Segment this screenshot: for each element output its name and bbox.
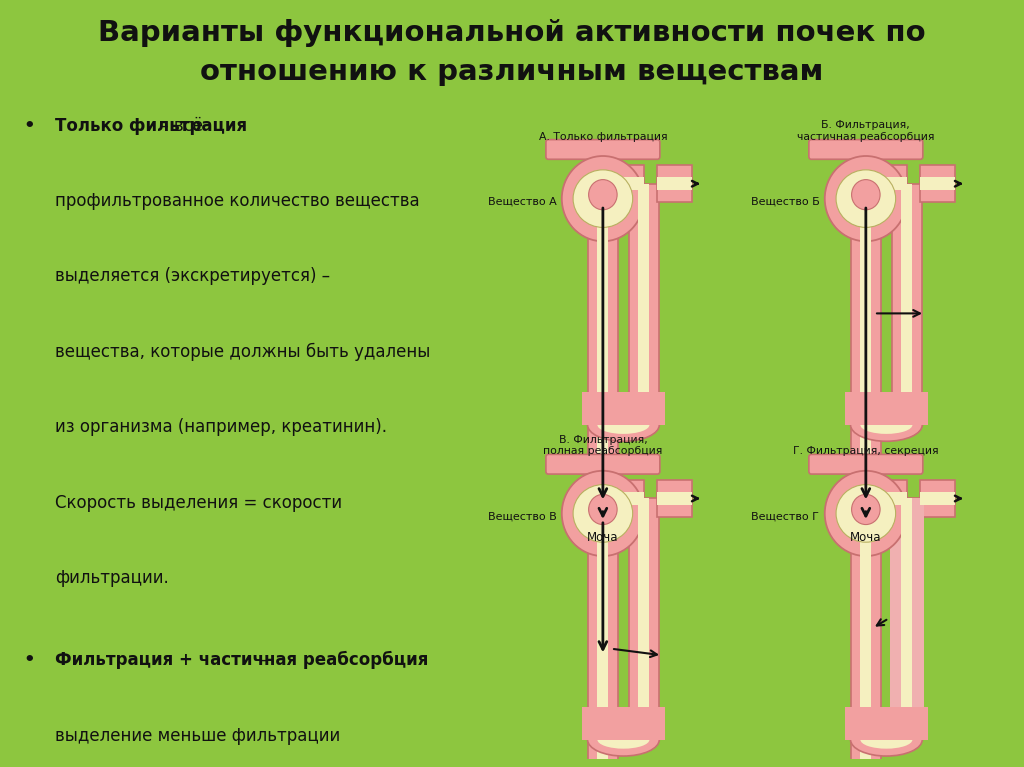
Bar — [588, 184, 618, 425]
Bar — [866, 492, 907, 505]
Text: В. Фильтрация,
полная реабсорбция: В. Фильтрация, полная реабсорбция — [543, 435, 663, 456]
Bar — [851, 739, 882, 767]
Bar — [588, 392, 659, 425]
Bar — [588, 707, 659, 739]
Bar — [851, 184, 882, 425]
Ellipse shape — [836, 170, 896, 227]
Text: Вещество В: Вещество В — [487, 512, 556, 522]
Bar — [603, 166, 644, 202]
Bar — [588, 739, 618, 767]
Ellipse shape — [851, 723, 923, 756]
Bar — [866, 480, 907, 517]
FancyBboxPatch shape — [546, 454, 659, 474]
Bar — [851, 392, 923, 425]
Bar — [639, 499, 649, 710]
Text: Моча: Моча — [850, 531, 882, 544]
Ellipse shape — [852, 495, 880, 525]
Text: выделение меньше фильтрации: выделение меньше фильтрации — [55, 726, 341, 745]
Ellipse shape — [588, 723, 659, 756]
Text: Вещество Г: Вещество Г — [752, 512, 819, 522]
Text: Фильтрация + частичная реабсорбция: Фильтрация + частичная реабсорбция — [55, 651, 429, 670]
Ellipse shape — [589, 179, 617, 210]
Bar — [901, 184, 912, 395]
Bar — [603, 480, 644, 517]
Bar — [851, 707, 923, 739]
Bar — [860, 739, 871, 767]
Bar — [892, 184, 923, 395]
Ellipse shape — [852, 179, 880, 210]
Ellipse shape — [597, 731, 649, 749]
FancyBboxPatch shape — [546, 140, 659, 160]
Bar — [597, 499, 608, 739]
Bar — [582, 707, 665, 739]
Bar — [656, 480, 692, 517]
Bar — [656, 177, 692, 190]
Bar — [845, 392, 928, 425]
Text: Вещество Б: Вещество Б — [751, 197, 819, 207]
Bar — [851, 499, 882, 739]
Text: выделяется (экскретируется) –: выделяется (экскретируется) – — [55, 268, 331, 285]
Bar — [920, 166, 955, 202]
Bar — [901, 499, 912, 710]
Text: из организма (например, креатинин).: из организма (например, креатинин). — [55, 418, 387, 436]
Bar — [860, 425, 871, 510]
Bar — [656, 492, 692, 505]
Bar — [588, 425, 618, 510]
Text: профильтрованное количество вещества: профильтрованное количество вещества — [55, 192, 420, 210]
Text: –: – — [254, 651, 268, 669]
Bar — [866, 166, 907, 202]
Bar — [860, 184, 871, 425]
Text: Вещество А: Вещество А — [487, 197, 556, 207]
Text: Только фильтрация: Только фильтрация — [55, 117, 248, 135]
Ellipse shape — [588, 409, 659, 441]
Ellipse shape — [851, 409, 923, 441]
Ellipse shape — [562, 156, 644, 242]
Bar — [851, 425, 882, 510]
Text: Г. Фильтрация, секреция: Г. Фильтрация, секреция — [793, 446, 939, 456]
Bar — [629, 184, 659, 395]
Ellipse shape — [860, 416, 912, 434]
Text: •: • — [24, 651, 36, 669]
Bar — [890, 499, 924, 739]
Bar — [597, 739, 608, 767]
FancyBboxPatch shape — [809, 454, 923, 474]
Text: А. Только фильтрация: А. Только фильтрация — [539, 132, 668, 142]
Bar — [639, 184, 649, 395]
Text: отношению к различным веществам: отношению к различным веществам — [201, 58, 823, 86]
Text: Варианты функциональной активности почек по: Варианты функциональной активности почек… — [98, 19, 926, 48]
Ellipse shape — [824, 156, 907, 242]
Bar — [597, 184, 608, 425]
Text: вещества, которые должны быть удалены: вещества, которые должны быть удалены — [55, 343, 431, 361]
Ellipse shape — [562, 471, 644, 556]
Bar — [860, 499, 871, 739]
Text: Моча: Моча — [587, 531, 618, 544]
Bar — [597, 425, 608, 510]
Text: – всё: – всё — [155, 117, 203, 135]
Text: фильтрации.: фильтрации. — [55, 569, 169, 588]
Bar — [603, 492, 644, 505]
Ellipse shape — [597, 416, 649, 434]
Text: Скорость выделения = скорости: Скорость выделения = скорости — [55, 494, 342, 512]
FancyBboxPatch shape — [809, 140, 923, 160]
Ellipse shape — [573, 485, 633, 542]
Ellipse shape — [589, 495, 617, 525]
Bar — [656, 166, 692, 202]
Ellipse shape — [860, 731, 912, 749]
Bar — [920, 177, 955, 190]
Bar — [588, 499, 618, 739]
Bar — [920, 492, 955, 505]
Ellipse shape — [836, 485, 896, 542]
Bar — [845, 707, 928, 739]
Ellipse shape — [824, 471, 907, 556]
Bar — [603, 177, 644, 190]
Bar — [582, 392, 665, 425]
Bar — [866, 177, 907, 190]
Text: •: • — [24, 117, 36, 135]
Bar — [629, 499, 659, 710]
Ellipse shape — [573, 170, 633, 227]
Bar — [920, 480, 955, 517]
Text: Б. Фильтрация,
частичная реабсорбция: Б. Фильтрация, частичная реабсорбция — [797, 120, 935, 142]
Bar — [892, 499, 923, 710]
